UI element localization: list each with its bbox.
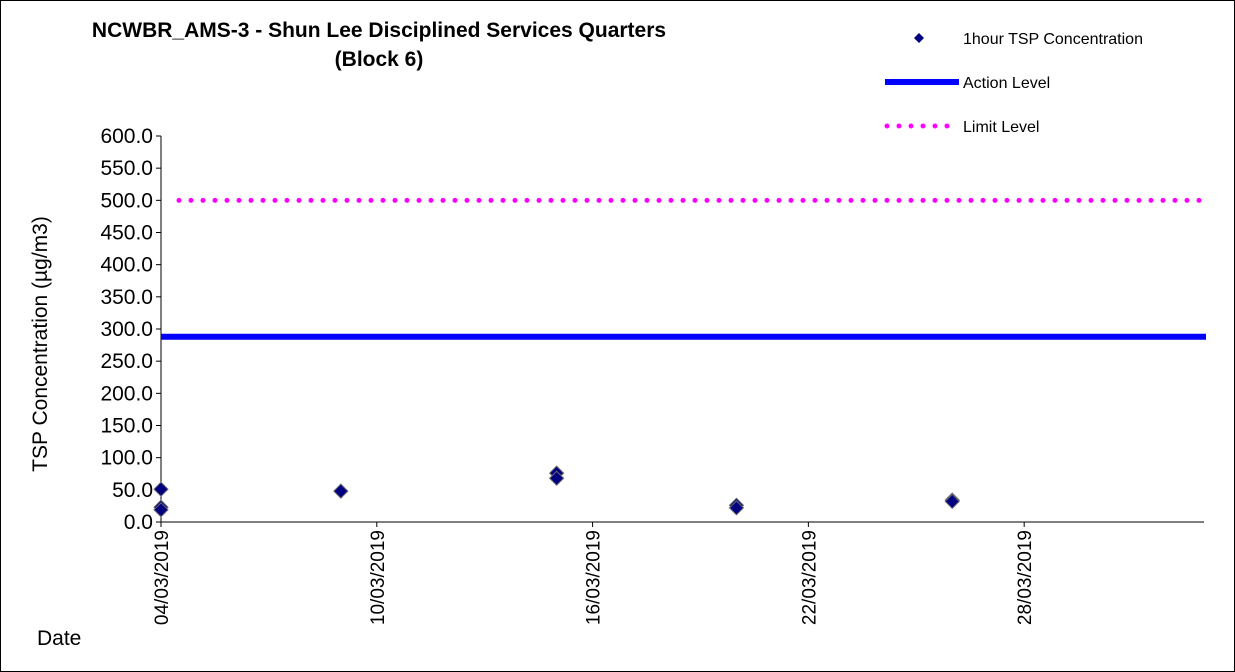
data-point-marker	[153, 481, 169, 497]
data-point-marker	[333, 483, 349, 499]
y-tick-label: 100.0	[100, 447, 153, 470]
data-point-marker	[728, 500, 745, 516]
y-axis-label: TSP Concentration (µg/m3)	[29, 216, 52, 472]
chart-title-line2: (Block 6)	[335, 48, 424, 71]
legend-label: Limit Level	[963, 119, 1039, 136]
data-point-marker	[944, 493, 960, 510]
y-tick-label: 450.0	[100, 222, 153, 245]
y-tick-label: 600.0	[100, 125, 153, 148]
data-point-marker	[548, 470, 565, 486]
y-tick-label: 550.0	[100, 157, 153, 180]
data-point-marker	[153, 502, 169, 518]
y-tick-label: 150.0	[100, 415, 153, 438]
y-tick-label: 350.0	[100, 286, 153, 309]
plot-area: 0.0 50.0 100.0 150.0 200.0 250.0 300.0 350.0 400…	[100, 125, 1207, 625]
y-tick-label: 250.0	[100, 350, 153, 373]
legend-label: Action Level	[963, 75, 1050, 92]
y-tick-label: 400.0	[100, 254, 153, 277]
x-tick-label: 16/03/2019	[584, 530, 605, 625]
chart-title-line1: NCWBR_AMS-3 - Shun Lee Disciplined Servi…	[92, 19, 666, 42]
y-tick-label: 50.0	[112, 479, 153, 502]
y-tick-label: 0.0	[124, 511, 153, 534]
x-tick-label: 28/03/2019	[1015, 530, 1036, 625]
y-tick-label: 500.0	[100, 189, 153, 212]
legend-marker-tsp	[914, 33, 924, 43]
legend-label: 1hour TSP Concentration	[963, 31, 1143, 48]
x-axis-label: Date	[37, 627, 81, 650]
y-tick-label: 200.0	[100, 382, 153, 405]
x-tick-label: 04/03/2019	[152, 530, 173, 625]
y-tick-label: 300.0	[100, 318, 153, 341]
legend: 1hour TSP Concentration Action Level Limit…	[884, 31, 1143, 136]
x-tick-label: 10/03/2019	[368, 530, 389, 625]
x-tick-label: 22/03/2019	[799, 530, 820, 625]
